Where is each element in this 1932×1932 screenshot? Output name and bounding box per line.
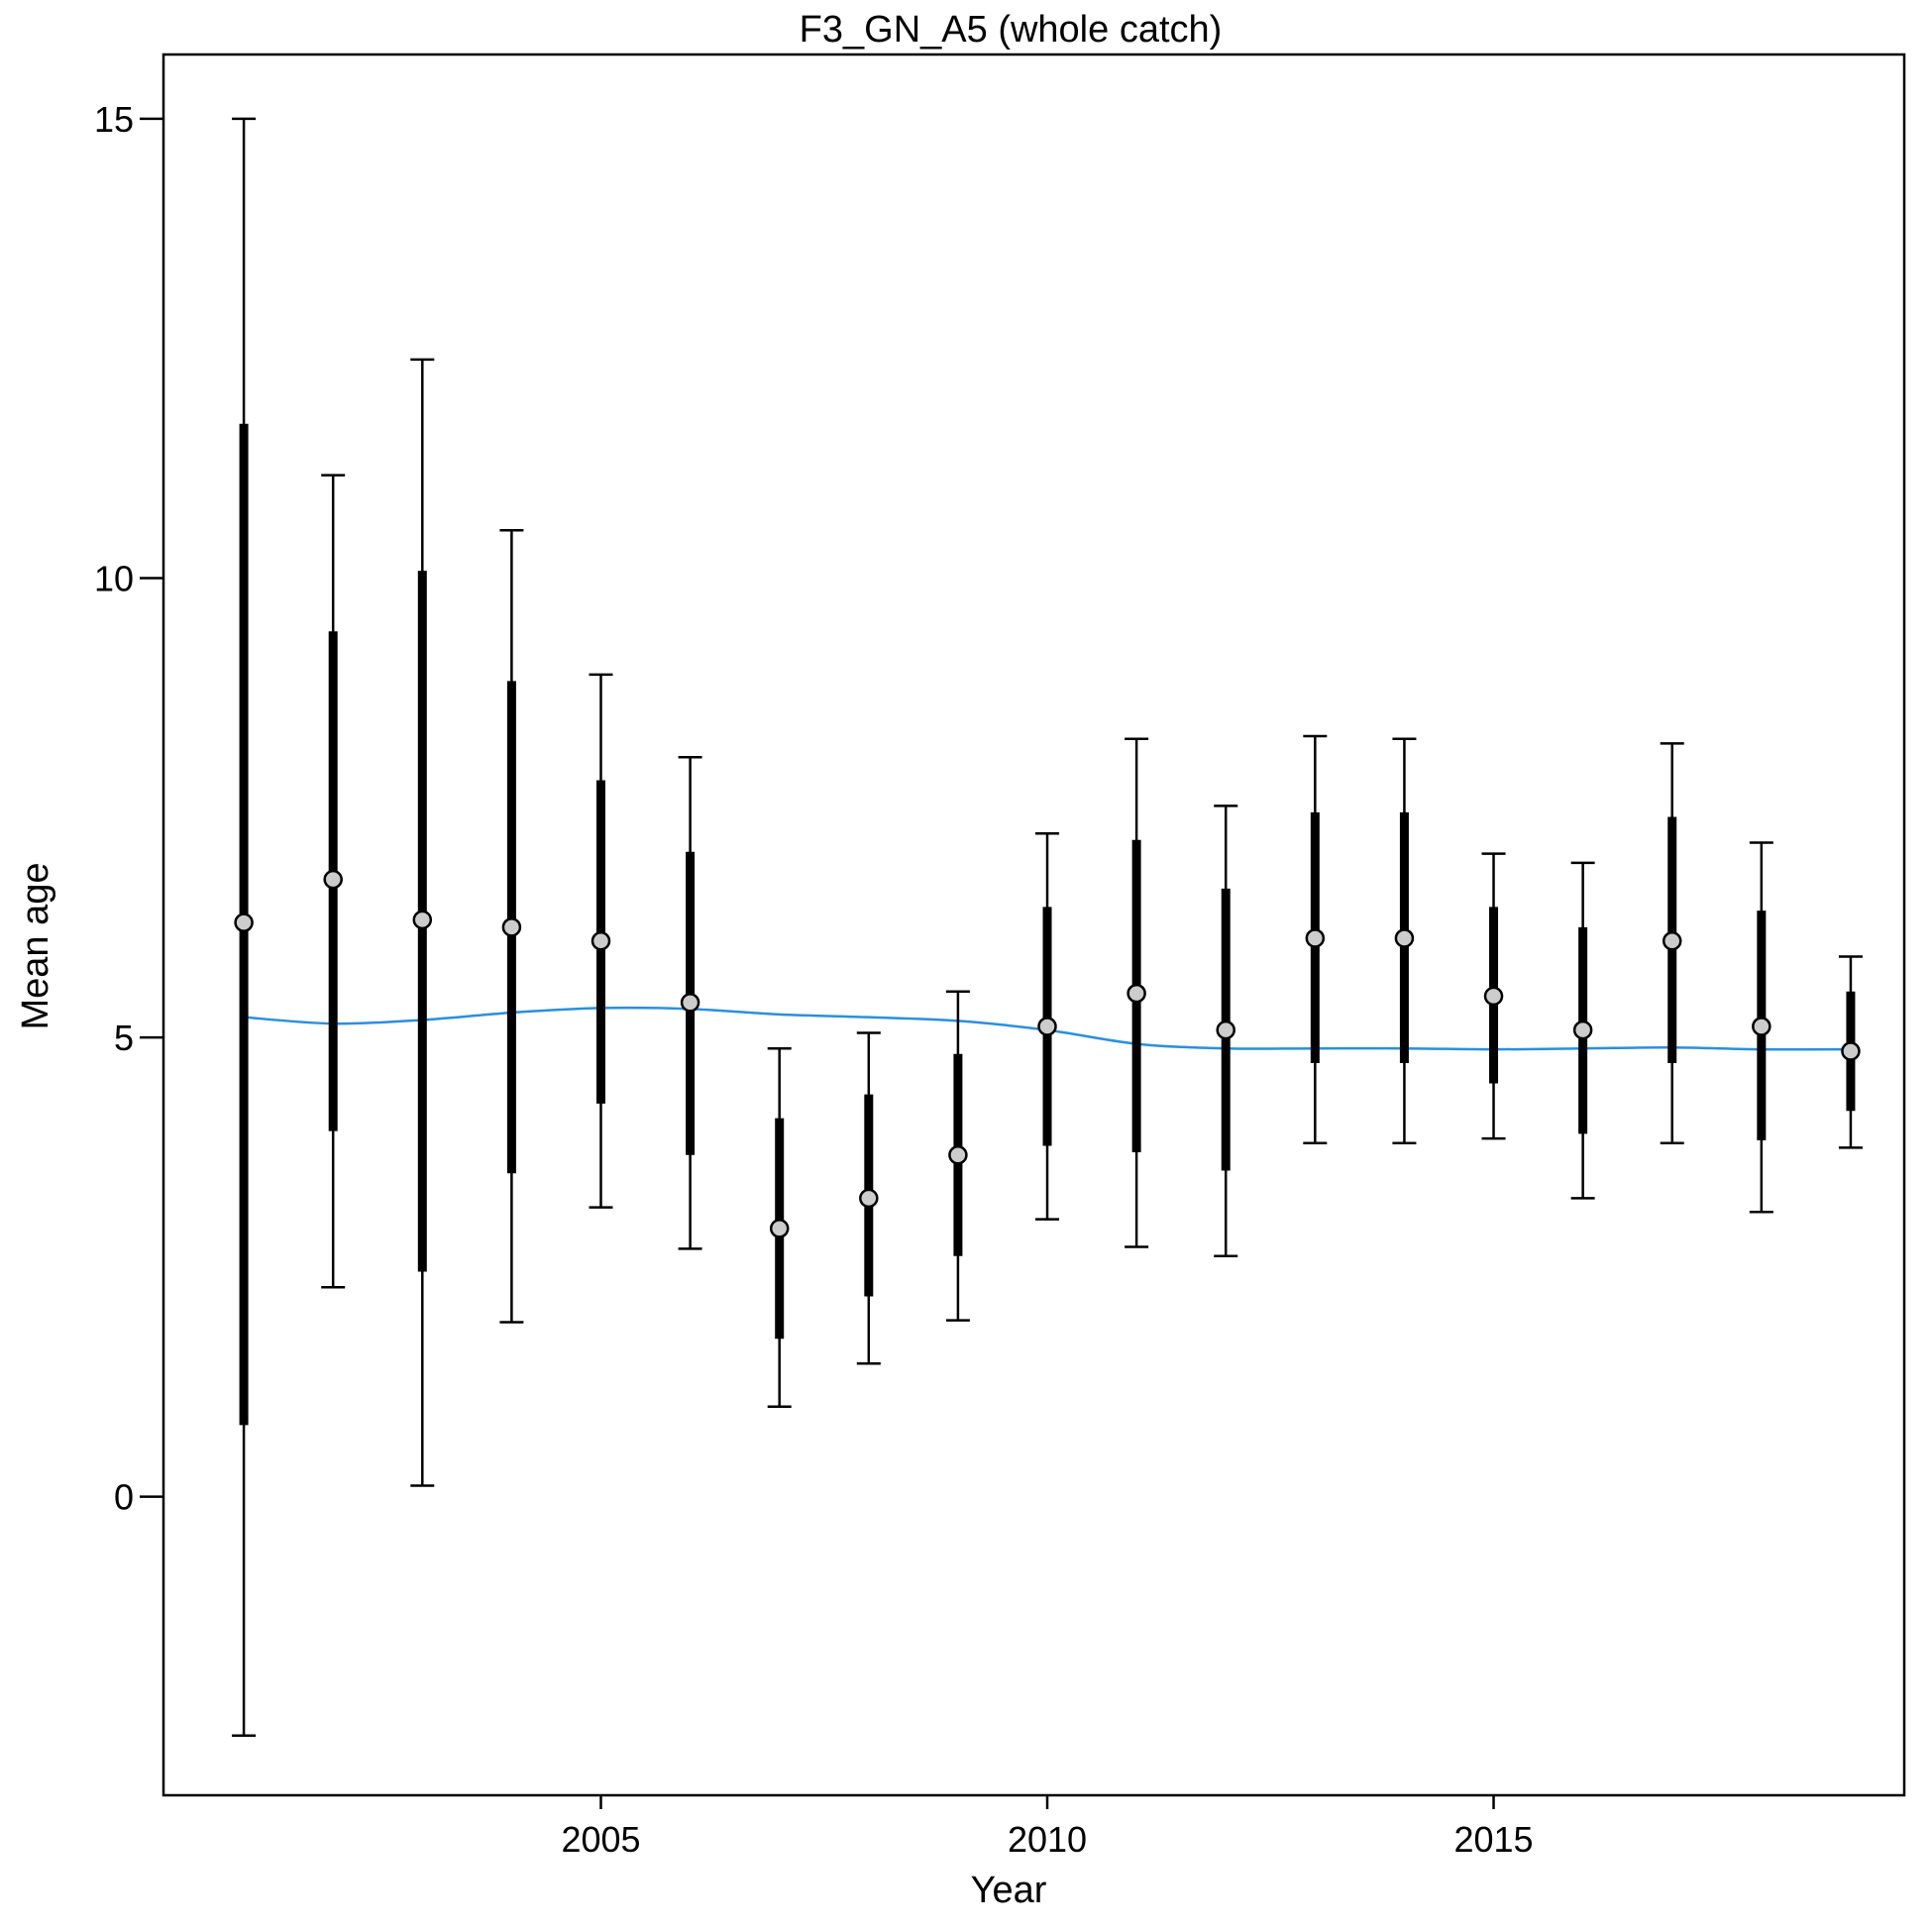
mean-point xyxy=(1572,1020,1593,1040)
mean-point xyxy=(680,993,700,1013)
mean-point xyxy=(323,869,343,890)
chart-title: F3_GN_A5 (whole catch) xyxy=(800,9,1223,51)
y-tick-label: 5 xyxy=(114,1018,134,1058)
mean-point xyxy=(1127,983,1146,1004)
y-tick-label: 10 xyxy=(94,558,134,598)
mean-point xyxy=(1305,928,1326,948)
plot-frame xyxy=(161,53,1906,1797)
y-axis-label: Mean age xyxy=(15,862,56,1029)
mean-point xyxy=(1394,928,1415,948)
mean-point xyxy=(1841,1041,1861,1061)
points-layer xyxy=(234,869,1861,1238)
mean-point xyxy=(590,930,611,951)
mean-point xyxy=(769,1219,790,1238)
x-tick-label: 2010 xyxy=(1008,1819,1087,1860)
error-bars-layer xyxy=(232,117,1863,1737)
mean-point xyxy=(859,1188,879,1209)
mean-point xyxy=(948,1145,968,1165)
y-tick-label: 15 xyxy=(94,99,134,140)
mean-point xyxy=(1216,1020,1235,1040)
mean-point xyxy=(412,910,433,930)
x-tick-label: 2005 xyxy=(561,1819,640,1860)
mean-point xyxy=(1037,1017,1057,1036)
mean-point xyxy=(501,917,522,937)
x-tick-label: 2015 xyxy=(1453,1819,1533,1860)
mean-point xyxy=(1483,986,1504,1007)
mean-point xyxy=(1662,930,1682,951)
mean-point xyxy=(234,912,254,932)
x-axis: 2005 2010 2015 xyxy=(561,1795,1534,1860)
y-axis: 0 5 10 15 xyxy=(94,99,163,1518)
x-axis-label: Year xyxy=(971,1870,1047,1911)
mean-point xyxy=(1752,1017,1771,1036)
y-tick-label: 0 xyxy=(114,1477,134,1518)
